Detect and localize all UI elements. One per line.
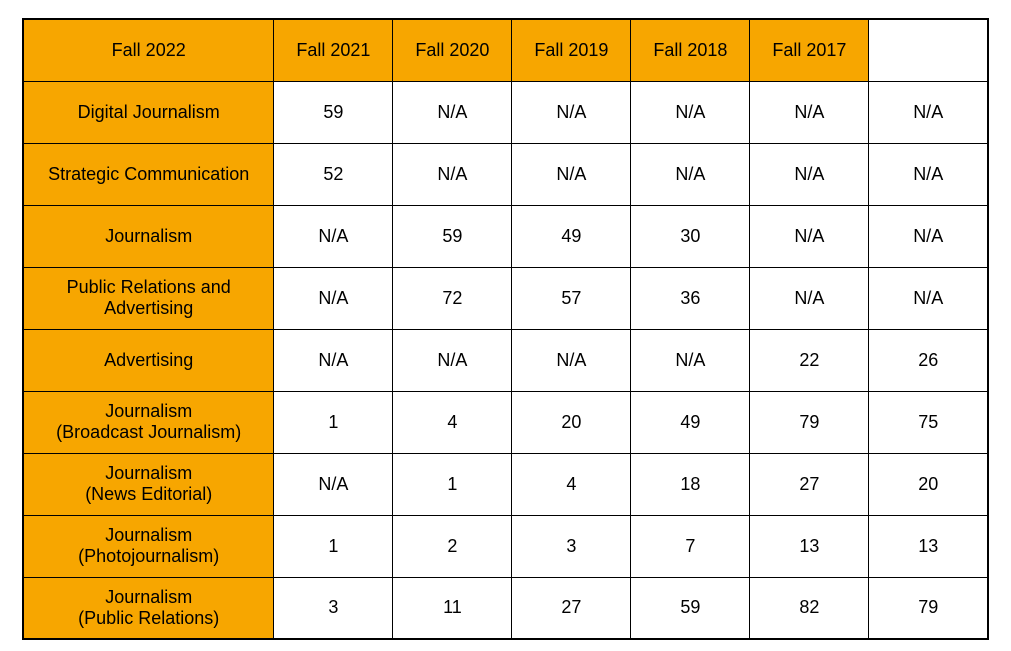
data-cell: 4	[393, 391, 512, 453]
row-label: Journalism	[28, 401, 269, 422]
data-cell: N/A	[869, 267, 988, 329]
data-cell: 3	[274, 577, 393, 639]
data-cell: 27	[750, 453, 869, 515]
data-cell: 79	[869, 577, 988, 639]
col-header-fall-2022: Fall 2022	[23, 19, 274, 81]
data-cell: 59	[274, 81, 393, 143]
table-row: Public Relations and Advertising N/A 72 …	[23, 267, 988, 329]
data-cell: 30	[631, 205, 750, 267]
col-header-fall-2019: Fall 2019	[512, 19, 631, 81]
enrollment-table: Fall 2022 Fall 2021 Fall 2020 Fall 2019 …	[22, 18, 989, 640]
data-cell: 49	[512, 205, 631, 267]
data-cell: N/A	[631, 329, 750, 391]
row-sublabel: (Broadcast Journalism)	[28, 422, 269, 443]
row-label: Digital Journalism	[28, 102, 269, 123]
table-header-row: Fall 2022 Fall 2021 Fall 2020 Fall 2019 …	[23, 19, 988, 81]
data-cell: 27	[512, 577, 631, 639]
data-cell: N/A	[393, 143, 512, 205]
table-row: Journalism (Broadcast Journalism) 1 4 20…	[23, 391, 988, 453]
data-cell: 1	[274, 515, 393, 577]
data-cell: 22	[750, 329, 869, 391]
table-row: Journalism (Public Relations) 3 11 27 59…	[23, 577, 988, 639]
data-cell: 82	[750, 577, 869, 639]
page-container: Fall 2022 Fall 2021 Fall 2020 Fall 2019 …	[0, 0, 1011, 651]
data-cell: 52	[274, 143, 393, 205]
data-cell: 2	[393, 515, 512, 577]
data-cell: N/A	[750, 81, 869, 143]
table-row: Strategic Communication 52 N/A N/A N/A N…	[23, 143, 988, 205]
row-sublabel: (Photojournalism)	[28, 546, 269, 567]
row-label: Public Relations and	[28, 277, 269, 298]
table-row: Journalism (Photojournalism) 1 2 3 7 13 …	[23, 515, 988, 577]
data-cell: N/A	[750, 205, 869, 267]
table-row: Journalism (News Editorial) N/A 1 4 18 2…	[23, 453, 988, 515]
row-sublabel: Advertising	[28, 298, 269, 319]
data-cell: 79	[750, 391, 869, 453]
data-cell: 18	[631, 453, 750, 515]
row-label: Journalism	[28, 587, 269, 608]
data-cell: N/A	[512, 81, 631, 143]
row-header: Journalism (Public Relations)	[23, 577, 274, 639]
data-cell: 36	[631, 267, 750, 329]
data-cell: N/A	[274, 205, 393, 267]
col-header-fall-2017: Fall 2017	[750, 19, 869, 81]
row-header: Journalism (News Editorial)	[23, 453, 274, 515]
data-cell: 49	[631, 391, 750, 453]
row-header: Journalism	[23, 205, 274, 267]
data-cell: 13	[869, 515, 988, 577]
row-header: Digital Journalism	[23, 81, 274, 143]
table-row: Journalism N/A 59 49 30 N/A N/A	[23, 205, 988, 267]
row-header: Strategic Communication	[23, 143, 274, 205]
row-label: Journalism	[28, 525, 269, 546]
data-cell: 7	[631, 515, 750, 577]
data-cell: N/A	[512, 143, 631, 205]
row-label: Advertising	[28, 350, 269, 371]
data-cell: 1	[274, 391, 393, 453]
row-header: Journalism (Photojournalism)	[23, 515, 274, 577]
data-cell: N/A	[869, 81, 988, 143]
table-row: Advertising N/A N/A N/A N/A 22 26	[23, 329, 988, 391]
data-cell: N/A	[274, 453, 393, 515]
col-header-fall-2018: Fall 2018	[631, 19, 750, 81]
table-row: Digital Journalism 59 N/A N/A N/A N/A N/…	[23, 81, 988, 143]
data-cell: N/A	[869, 205, 988, 267]
data-cell: N/A	[274, 329, 393, 391]
data-cell: N/A	[393, 81, 512, 143]
data-cell: N/A	[393, 329, 512, 391]
data-cell: 20	[512, 391, 631, 453]
data-cell: 20	[869, 453, 988, 515]
row-label: Journalism	[28, 226, 269, 247]
data-cell: N/A	[869, 143, 988, 205]
data-cell: 75	[869, 391, 988, 453]
row-label: Journalism	[28, 463, 269, 484]
row-sublabel: (News Editorial)	[28, 484, 269, 505]
data-cell: 3	[512, 515, 631, 577]
row-sublabel: (Public Relations)	[28, 608, 269, 629]
col-header-fall-2021: Fall 2021	[274, 19, 393, 81]
data-cell: 72	[393, 267, 512, 329]
data-cell: N/A	[631, 81, 750, 143]
data-cell: 57	[512, 267, 631, 329]
data-cell: 1	[393, 453, 512, 515]
data-cell: N/A	[631, 143, 750, 205]
col-header-fall-2020: Fall 2020	[393, 19, 512, 81]
data-cell: N/A	[274, 267, 393, 329]
data-cell: 59	[393, 205, 512, 267]
table-body: Digital Journalism 59 N/A N/A N/A N/A N/…	[23, 81, 988, 639]
table-header: Fall 2022 Fall 2021 Fall 2020 Fall 2019 …	[23, 19, 988, 81]
data-cell: N/A	[750, 267, 869, 329]
row-header: Public Relations and Advertising	[23, 267, 274, 329]
data-cell: 26	[869, 329, 988, 391]
data-cell: 59	[631, 577, 750, 639]
row-label: Strategic Communication	[28, 164, 269, 185]
row-header: Advertising	[23, 329, 274, 391]
row-header: Journalism (Broadcast Journalism)	[23, 391, 274, 453]
data-cell: 11	[393, 577, 512, 639]
data-cell: 4	[512, 453, 631, 515]
data-cell: N/A	[512, 329, 631, 391]
data-cell: 13	[750, 515, 869, 577]
data-cell: N/A	[750, 143, 869, 205]
